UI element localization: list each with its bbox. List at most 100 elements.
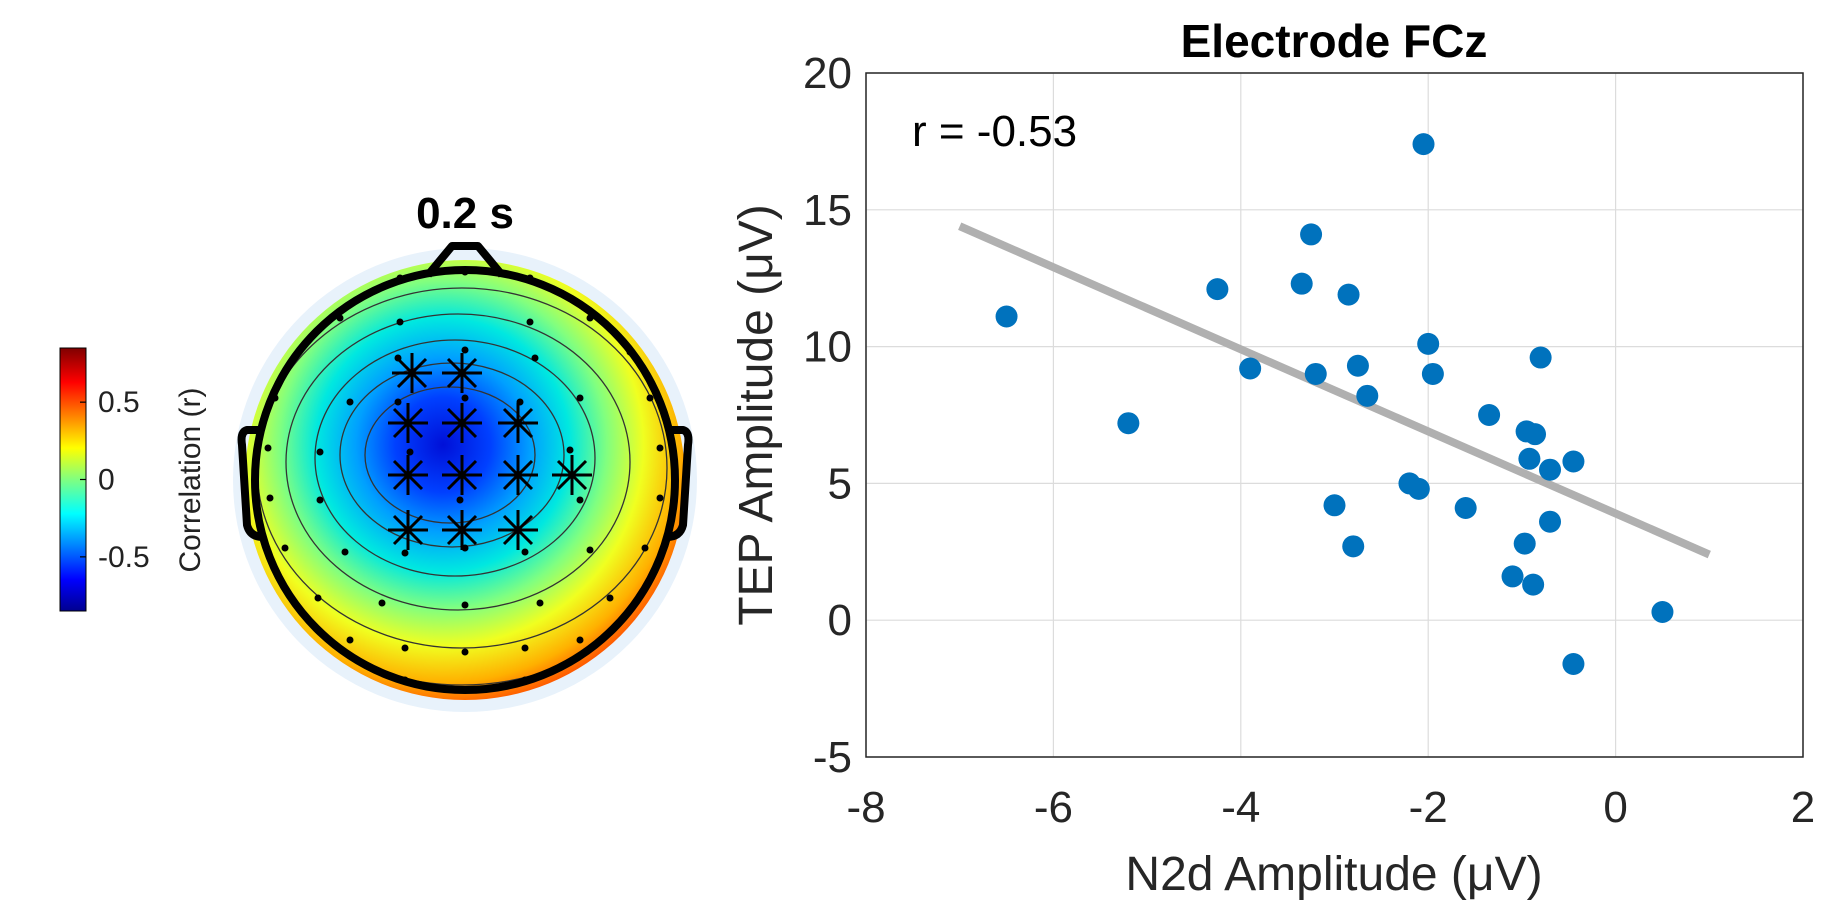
data-point: [1290, 272, 1313, 295]
y-tick-label: -5: [813, 733, 852, 782]
data-point: [1524, 423, 1547, 446]
data-point: [1421, 362, 1444, 385]
electrode-dot: [281, 544, 289, 552]
electrode-dot: [576, 636, 584, 644]
x-tick-labels: -8 -6 -4 -2 0 2: [846, 783, 1815, 832]
data-point: [1518, 447, 1541, 470]
electrode-dot: [266, 494, 274, 502]
electrode-dot: [461, 346, 469, 354]
x-tick-label: 0: [1603, 783, 1627, 832]
y-axis-label: TEP Amplitude (μV): [730, 204, 783, 626]
electrode-dot: [341, 548, 349, 556]
data-point: [1300, 223, 1323, 246]
data-point: [1478, 404, 1501, 426]
electrode-dot: [576, 394, 584, 402]
colorbar-tick-label: 0.5: [98, 386, 140, 419]
data-point: [1337, 283, 1360, 306]
data-point: [1562, 450, 1585, 473]
significant-electrode-star: [442, 353, 482, 393]
data-point: [1323, 494, 1346, 517]
electrode-dot: [521, 644, 529, 652]
nose-outline: [424, 242, 506, 278]
left-ear-outline: [237, 426, 264, 541]
electrode-dot: [461, 394, 469, 402]
significant-electrode-star: [498, 455, 538, 495]
electrode-dot: [606, 594, 614, 602]
data-point: [1562, 652, 1585, 675]
y-tick-labels: -5 0 5 10 15 20: [803, 49, 852, 782]
significant-electrode-star: [388, 510, 428, 550]
y-tick-label: 5: [828, 459, 852, 508]
electrode-dot: [401, 549, 409, 557]
electrode-dot: [521, 548, 529, 556]
y-tick-label: 0: [828, 596, 852, 645]
data-point: [1522, 573, 1545, 596]
x-tick-label: -2: [1409, 783, 1448, 832]
significant-electrode-star: [442, 455, 482, 495]
electrode-dot: [346, 398, 354, 406]
electrode-dot: [396, 318, 404, 326]
significant-electrode-star: [388, 403, 428, 443]
colorbar-tick-label: 0: [98, 464, 115, 497]
electrode-dot: [456, 496, 464, 504]
significant-electrode-star: [498, 510, 538, 550]
significant-electrode-markers: [388, 353, 592, 550]
colorbar: 0.5 0 -0.5 Correlation (r): [59, 347, 207, 612]
x-axis-label: N2d Amplitude (μV): [1125, 848, 1542, 901]
electrode-dot: [586, 546, 594, 554]
y-tick-label: 15: [803, 186, 852, 235]
data-point: [1304, 362, 1327, 385]
electrode-dot: [406, 448, 414, 456]
electrode-dot: [656, 444, 664, 452]
electrode-dot: [461, 601, 469, 609]
data-point: [1651, 600, 1674, 623]
electrode-dot: [264, 444, 272, 452]
data-point: [1501, 565, 1524, 588]
data-point: [1407, 477, 1430, 500]
electrode-dot: [394, 398, 402, 406]
electrode-dot: [536, 599, 544, 607]
plot-area: [866, 73, 1803, 757]
electrode-dot: [461, 648, 469, 656]
chart-title: Electrode FCz: [1181, 15, 1488, 67]
electrode-dot: [531, 354, 539, 362]
significant-electrode-star: [392, 353, 432, 393]
y-tick-label: 20: [803, 49, 852, 98]
data-point: [1513, 532, 1536, 555]
colorbar-ticks: 0.5 0 -0.5: [80, 386, 150, 574]
x-tick-label: -8: [846, 783, 885, 832]
data-point: [1539, 458, 1562, 481]
significant-electrode-star: [442, 403, 482, 443]
significant-electrode-star: [442, 510, 482, 550]
data-points: [995, 133, 1674, 675]
data-point: [1356, 384, 1379, 407]
electrode-dot: [316, 448, 324, 456]
electrode-dot: [346, 636, 354, 644]
data-point: [1206, 278, 1229, 301]
electrode-dot: [576, 496, 584, 504]
data-point: [1239, 357, 1262, 380]
electrode-dot: [401, 644, 409, 652]
data-point: [1117, 412, 1140, 435]
data-point: [1529, 346, 1552, 369]
plot-frame: [865, 72, 1804, 758]
colorbar-label: Correlation (r): [174, 387, 207, 572]
topomap-time-label: 0.2 s: [416, 189, 514, 238]
data-point: [995, 305, 1018, 328]
electrode-dot: [316, 496, 324, 504]
head-outline: [237, 242, 693, 694]
significant-electrode-star: [552, 455, 592, 495]
scatter-chart: -8 -6 -4 -2 0 2 -5 0 5 10 15 20 r = -0.53 Electrod…: [730, 15, 1815, 901]
data-point: [1454, 497, 1477, 520]
significant-electrode-star: [388, 455, 428, 495]
electrode-dot: [646, 394, 654, 402]
significant-electrode-star: [498, 403, 538, 443]
correlation-annotation: r = -0.53: [912, 107, 1077, 156]
data-point: [1417, 332, 1440, 355]
electrode-dot: [378, 599, 386, 607]
data-point: [1412, 133, 1435, 156]
electrode-dot: [656, 494, 664, 502]
electrode-dot: [566, 446, 574, 454]
right-ear-outline: [666, 426, 693, 541]
